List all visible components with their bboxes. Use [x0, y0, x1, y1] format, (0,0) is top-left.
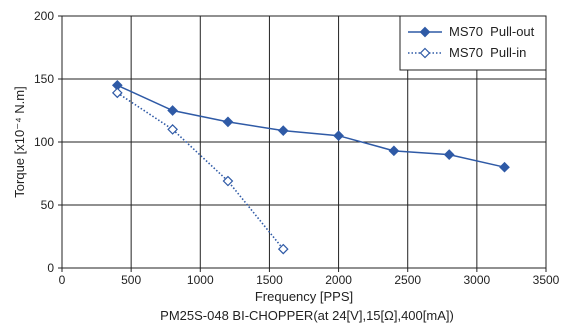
x-tick-label: 1000 [187, 273, 214, 287]
data-point [388, 145, 400, 157]
data-point [167, 105, 178, 116]
legend: MS70 Pull-out MS70 Pull-in [399, 15, 547, 71]
legend-box [399, 15, 547, 71]
x-tick-label: 2500 [394, 273, 421, 287]
data-point [499, 161, 510, 173]
chart-caption: PM25S-048 BI-CHOPPER(at 24[V],15[Ω],400[… [160, 308, 454, 323]
y-tick-label: 100 [34, 135, 54, 149]
x-tick-label: 3500 [533, 273, 560, 287]
x-axis-label: Frequency [PPS] [255, 289, 353, 304]
y-axis-label: Torque [x10⁻⁴ N.m] [12, 86, 27, 197]
data-point [333, 130, 344, 142]
legend-marker [419, 26, 431, 38]
series-line [116, 92, 284, 250]
legend-label: MS70 Pull-out [449, 24, 535, 39]
data-point [167, 124, 178, 135]
series-line [117, 84, 505, 168]
data-point [222, 116, 234, 128]
data-point [277, 125, 289, 137]
x-tick-label: 500 [121, 273, 141, 287]
legend-marker [419, 47, 431, 59]
x-tick-label: 0 [59, 273, 66, 287]
x-tick-label: 2000 [325, 273, 352, 287]
y-tick-label: 50 [41, 198, 55, 212]
ticks: 0 500 1000 1500 2000 2500 3000 3500 0 50 100 150 200 [34, 9, 560, 287]
data-point [277, 243, 289, 255]
legend-label: MS70 Pull-in [449, 45, 526, 60]
y-tick-label: 0 [47, 261, 54, 275]
data-point [111, 87, 123, 99]
y-tick-label: 150 [34, 72, 54, 86]
series-2 [111, 87, 289, 255]
y-tick-label: 200 [34, 9, 54, 23]
series-layer [111, 79, 510, 255]
data-point [222, 175, 234, 187]
x-tick-label: 3000 [464, 273, 491, 287]
x-tick-label: 1500 [256, 273, 283, 287]
data-point [443, 149, 455, 160]
